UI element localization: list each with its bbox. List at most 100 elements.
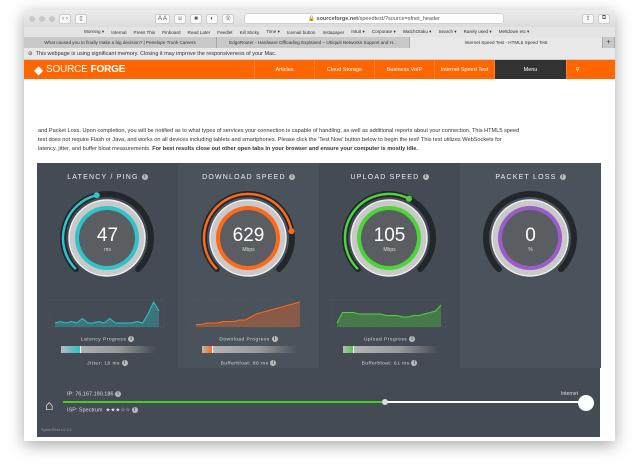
bookmark-item[interactable]: Icemail button [286,29,316,35]
extension-icon[interactable]: u [174,13,187,24]
bookmark-item[interactable]: Search ▾ [438,29,457,34]
gauge-title: DOWNLOAD SPEED i [178,174,319,181]
browser-tab[interactable]: What caused you to finally make a big de… [24,37,217,48]
menu-button[interactable]: Menu [494,60,566,79]
progress-bar [202,346,297,353]
info-icon[interactable]: i [288,174,295,181]
info-icon[interactable]: i [115,391,122,397]
bookmark-item[interactable]: Feedlet [217,29,233,35]
ip-text: IP: 76.167.190.186 [67,391,114,398]
progress-bar [61,346,156,353]
gauge-value: 629 [232,225,265,246]
back-forward-button[interactable]: ‹ › [59,13,71,24]
progress-label-text: Upload Progress [363,337,408,343]
sparkline-grid [190,299,306,328]
info-icon[interactable]: i [271,336,278,342]
info-icon[interactable]: i [128,336,135,342]
bookmark-item[interactable]: Press This [133,29,156,35]
sparkline-area [55,302,159,327]
isp-text: ISP: Spectrum [67,407,103,414]
progress-bar [343,346,438,353]
info-icon[interactable]: i [409,336,416,342]
warning-icon: ⊘ [28,50,33,57]
nav-link[interactable]: Cloud Storage [314,60,374,79]
bookmark-item[interactable]: Kill Sticky [239,29,260,35]
nav-link[interactable]: Business VoIP [374,60,434,79]
browser-tab[interactable]: EdgeRouter - Hardware Offloading Explain… [217,37,410,48]
bookmark-item[interactable]: WatchOtaku ▾ [402,29,432,34]
info-icon[interactable]: i [559,174,566,181]
site-nav: ◆ SOURCE FORGE Articles Cloud Storage Busine… [24,60,615,79]
logo-icon: ◆ [34,62,44,77]
progress-marker [80,346,81,353]
gauge-latency-ping: LATENCY / PING i 47 ms Latency Progress i Ji… [37,163,178,368]
gauge-title: PACKET LOSS i [460,174,601,181]
url-path: /speedtest/?source=sfnet_header [358,15,440,22]
gauge-value: 0 [525,225,536,246]
zoom-button[interactable] [49,15,55,22]
progress-label: Upload Progress i [319,336,460,342]
speedtest-panel: ⌂ IP: 76.167.190.186 i ISP: Spectrum ★★★… [37,163,601,437]
gauge-fill [61,194,98,270]
version-label: SpeedTest v1.3.1 [41,427,72,432]
progress-label-text: Download Progress [219,337,270,343]
gauge-title-text: DOWNLOAD SPEED [202,174,286,181]
nav-links: Articles Cloud Storage Business VoIP Intern… [254,60,588,79]
info-icon[interactable]: i [141,174,148,181]
intro-line: test does not require Flash or Java, and… [38,137,502,143]
bookmark-item[interactable]: Pinboard [162,29,181,35]
bookmark-item[interactable]: Morning ▾ [84,29,105,34]
bookmark-item[interactable]: Rarely used ▾ [463,29,492,34]
progress-label-text: Latency Progress [80,337,127,343]
bookmark-item[interactable]: Intuit ▾ [351,29,365,34]
internet-label: Internet [561,391,578,397]
info-icon[interactable]: i [411,360,418,366]
gauge-unit: ms [104,247,111,253]
speed-sparkline [190,299,306,328]
gauge-subvalue-text: Bufferbloat: 61 ms [361,361,410,367]
speed-sparkline [331,299,447,328]
gauge-dial [60,191,154,277]
browser-tab[interactable]: Internet Speed Test - HTML5 Speed Test [410,37,603,48]
sourceforge-logo[interactable]: ◆ SOURCE FORGE [24,63,254,77]
gauge-title: LATENCY / PING i [37,174,178,181]
close-window-button[interactable] [29,15,35,22]
gauge-subvalue: Jitter: 16 ms i [37,360,178,366]
bookmark-item[interactable]: Internal [111,29,127,35]
font-size-button[interactable]: A A [155,13,171,24]
lock-extension-icon[interactable]: ■ [190,13,203,24]
info-icon[interactable]: i [131,407,138,413]
logo-text-bold: FORGE [90,64,126,75]
extension-icon[interactable]: ◐ [206,13,219,24]
sparkline-line [336,304,442,324]
tabs-icon[interactable]: ⧉ [598,13,610,24]
share-icon[interactable]: ⇪ [582,13,594,24]
address-bar[interactable]: 🔒 sourceforge.net/speedtest/?source=sfne… [244,13,505,24]
minimize-button[interactable] [39,15,45,22]
info-icon[interactable]: i [270,360,277,366]
info-icon[interactable]: i [121,360,128,366]
nav-link[interactable]: Internet Speed Test [434,60,494,79]
nav-link[interactable]: Articles [254,60,314,79]
intro-line: and Packet Loss. Upon completion, you wi… [38,128,520,134]
new-tab-button[interactable]: + [603,37,615,48]
bookmark-item[interactable]: Read Later [187,29,211,35]
gauge-title-text: PACKET LOSS [495,174,557,181]
sidebar-icon[interactable]: ▯ [75,13,87,24]
gauge-subvalue: Bufferbloat: 86 ms i [178,360,319,366]
gauge-title-text: LATENCY / PING [67,174,139,181]
bookmark-item[interactable]: Corporate ▾ [371,29,396,34]
info-icon[interactable]: i [422,174,429,181]
search-icon[interactable]: ⚲ [566,60,588,79]
bookmark-item[interactable]: Time ▾ [266,29,280,34]
isp-rating-stars: ★★★☆☆ [105,407,131,414]
globe-icon [578,395,594,411]
bookmark-item[interactable]: Meltdown etc ▾ [498,29,530,34]
progress-label: Download Progress i [178,336,319,342]
gauge-value: 105 [373,225,406,246]
sparkline-line [196,301,301,325]
sparkline-grid [49,299,165,328]
bookmark-item[interactable]: Instapaper [322,29,345,35]
gauge-unit: Mbps [383,247,396,253]
extension-icon[interactable]: ① [222,13,235,24]
